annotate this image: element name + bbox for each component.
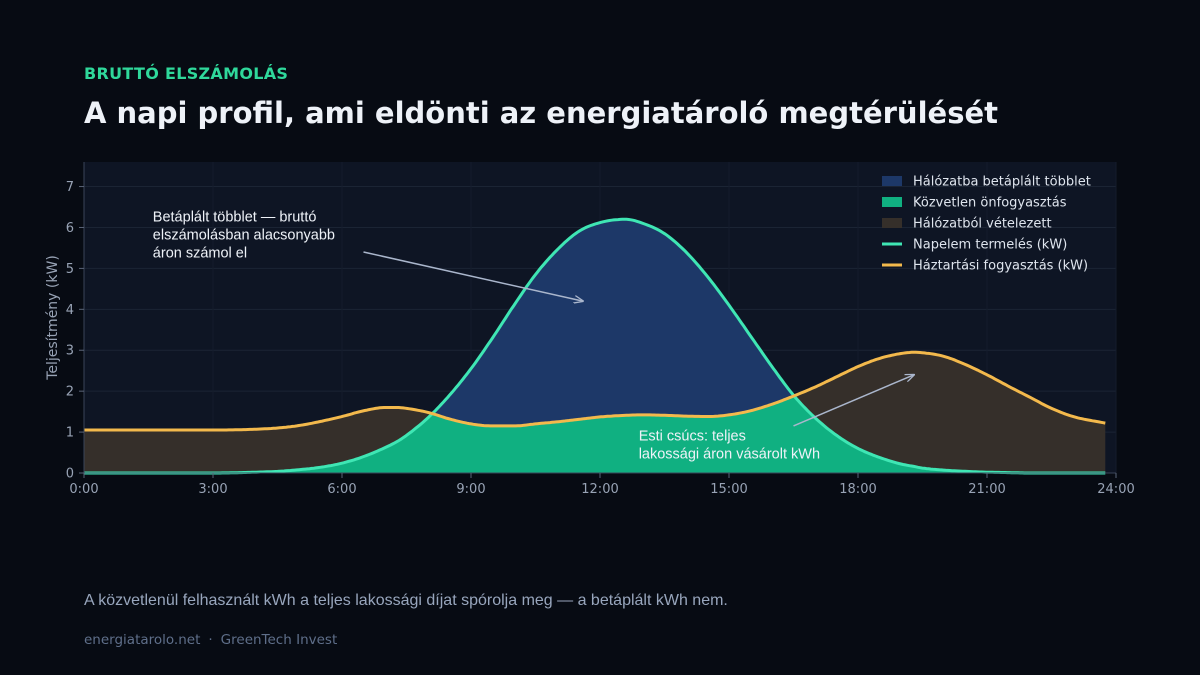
y-tick-label-5: 5 [66,262,74,277]
legend-surplus-swatch [882,176,902,186]
legend-surplus-label: Hálózatba betáplált többlet [913,175,1091,190]
footer-brand: GreenTech Invest [220,632,338,648]
legend-grid-import-swatch [882,218,902,228]
chart-legend: Hálózatba betáplált többlet Közvetlen önf… [882,175,1091,274]
legend-production-label: Napelem termelés (kW) [913,238,1067,253]
x-tick-label-4: 12:00 [581,482,618,497]
y-tick-label-4: 4 [66,303,74,318]
chart-kicker: BRUTTÓ ELSZÁMOLÁS [84,64,289,83]
y-tick-label-6: 6 [66,221,74,236]
chart-title: A napi profil, ami eldönti az energiatár… [84,96,998,130]
annotation-arrow-1 [793,375,914,427]
legend-consumption-label: Háztartási fogyasztás (kW) [913,259,1088,274]
x-tick-label-2: 6:00 [327,482,356,497]
household-consumption-line [84,350,1106,432]
footer: energiatarolo.net · GreenTech Invest [84,632,337,648]
daily-power-profile-chart: 0:00 3:00 6:00 9:00 12:00 15:00 18:00 21:00 24:0… [45,162,1135,497]
annotation-1-line-1: lakossági áron vásárolt kWh [639,446,820,462]
y-tick-label-0: 0 [66,467,74,482]
footer-separator: · [208,632,213,648]
solar-production-line [84,217,1106,475]
legend-self-consumption-swatch [882,197,902,207]
footer-site: energiatarolo.net [84,632,201,648]
x-tick-label-7: 21:00 [968,482,1005,497]
annotation-0-line-0: Betáplált többlet — bruttó [153,209,317,225]
y-axis-label: Teljesítmény (kW) [45,255,61,381]
x-tick-label-3: 9:00 [456,482,485,497]
x-tick-label-1: 3:00 [198,482,227,497]
annotation-arrow-0 [363,251,583,301]
legend-grid-import-label: Hálózatból vételezett [913,217,1052,232]
x-tick-label-0: 0:00 [69,482,98,497]
self-consumption-area [84,396,1106,473]
legend-self-consumption-label: Közvetlen önfogyasztás [913,196,1067,211]
x-tick-label-5: 15:00 [710,482,747,497]
chart-annotations: Betáplált többlet — bruttó elszámolásban … [153,209,914,462]
y-tick-label-3: 3 [66,344,74,359]
x-tick-label-8: 24:00 [1097,482,1134,497]
axes: 0:00 3:00 6:00 9:00 12:00 15:00 18:00 21:00 24:0… [45,162,1135,497]
fed-in-surplus-area [84,219,1106,473]
x-tick-label-6: 18:00 [839,482,876,497]
y-tick-label-1: 1 [66,426,74,441]
annotation-1-line-0: Esti csúcs: teljes [639,428,746,444]
chart-caption: A közvetlenül felhasznált kWh a teljes l… [84,592,728,609]
annotation-0-line-2: áron számol el [153,245,247,261]
y-tick-label-2: 2 [66,385,74,400]
annotation-0-line-1: elszámolásban alacsonyabb [153,227,335,243]
y-tick-label-7: 7 [66,180,74,195]
